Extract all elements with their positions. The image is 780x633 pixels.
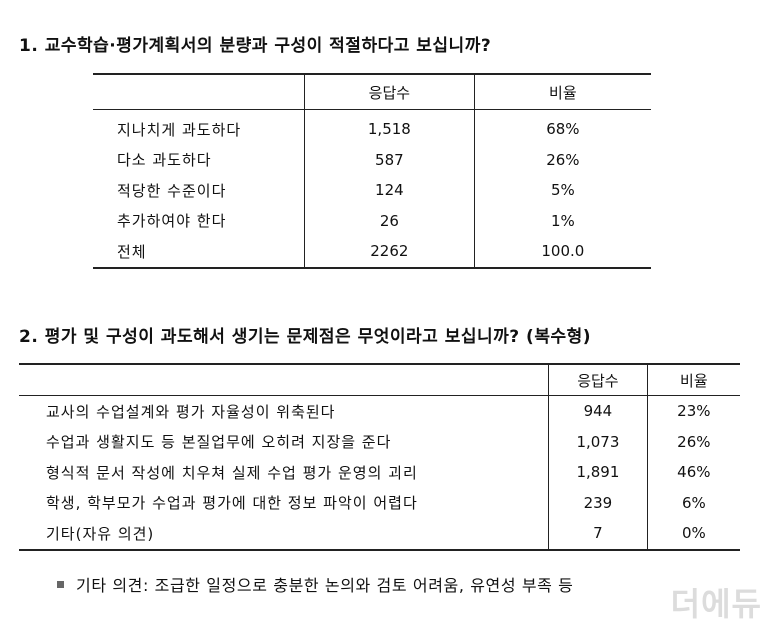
row-count: 944 — [548, 395, 648, 427]
row-ratio: 26% — [646, 426, 740, 457]
table-row: 추가하여야 한다 26 1% — [93, 205, 651, 236]
header-count: 응답수 — [304, 74, 475, 110]
table-row: 적당한 수준이다 124 5% — [93, 175, 651, 206]
row-count: 1,073 — [548, 426, 648, 457]
row-count: 2262 — [304, 236, 475, 268]
table-header-row: 응답수 비율 — [19, 364, 740, 396]
row-ratio: 26% — [473, 144, 651, 175]
watermark-logo: 더에듀 — [670, 585, 762, 623]
question-2-title: 2. 평가 및 구성이 과도해서 생기는 문제점은 무엇이라고 보십니까? (복… — [19, 327, 592, 347]
header-ratio: 비율 — [473, 74, 651, 110]
table-row: 다소 과도하다 587 26% — [93, 144, 651, 175]
table-row: 교사의 수업설계와 평가 자율성이 위축된다 944 23% — [19, 395, 740, 427]
table-row: 학생, 학부모가 수업과 평가에 대한 정보 파악이 어렵다 239 6% — [19, 487, 740, 518]
table-header-row: 응답수 비율 — [93, 74, 651, 110]
row-ratio: 0% — [646, 518, 740, 550]
table-row: 기타(자유 의견) 7 0% — [19, 518, 740, 550]
row-label: 지나치게 과도하다 — [117, 120, 242, 139]
header-empty-cell — [93, 74, 305, 110]
row-label: 적당한 수준이다 — [117, 181, 227, 200]
table-row: 형식적 문서 작성에 치우쳐 실제 수업 평가 운영의 괴리 1,891 46% — [19, 457, 740, 488]
row-count: 1,518 — [304, 109, 475, 145]
row-count: 26 — [304, 205, 475, 236]
row-count: 239 — [548, 487, 648, 518]
row-count: 124 — [304, 175, 475, 206]
row-ratio: 5% — [473, 175, 651, 206]
row-count: 1,891 — [548, 457, 648, 488]
header-count: 응답수 — [548, 364, 648, 396]
header-ratio: 비율 — [646, 364, 740, 396]
question-1-title: 1. 교수학습·평가계획서의 분량과 구성이 적절하다고 보십니까? — [19, 36, 492, 56]
note-text: 기타 의견: 조급한 일정으로 충분한 논의와 검토 어려움, 유연성 부족 등 — [76, 576, 574, 595]
row-ratio: 100.0 — [473, 236, 651, 268]
note-line: 기타 의견: 조급한 일정으로 충분한 논의와 검토 어려움, 유연성 부족 등 — [57, 572, 574, 596]
row-ratio: 1% — [473, 205, 651, 236]
row-count: 7 — [548, 518, 648, 550]
row-label: 추가하여야 한다 — [117, 212, 227, 231]
table-row-total: 전체 2262 100.0 — [93, 236, 651, 268]
row-label: 전체 — [117, 242, 147, 261]
table-row: 지나치게 과도하다 1,518 68% — [93, 109, 651, 145]
row-label: 형식적 문서 작성에 치우쳐 실제 수업 평가 운영의 괴리 — [46, 463, 418, 482]
row-ratio: 23% — [646, 395, 740, 427]
question-1-table: 응답수 비율 지나치게 과도하다 1,518 68% 다소 과도하다 587 2… — [93, 73, 651, 269]
row-ratio: 6% — [646, 487, 740, 518]
row-ratio: 68% — [473, 109, 651, 145]
header-empty-cell — [19, 364, 549, 396]
question-2-table: 응답수 비율 교사의 수업설계와 평가 자율성이 위축된다 944 23% 수업… — [19, 363, 740, 551]
row-count: 587 — [304, 144, 475, 175]
row-label: 학생, 학부모가 수업과 평가에 대한 정보 파악이 어렵다 — [46, 494, 418, 513]
row-ratio: 46% — [646, 457, 740, 488]
table-row: 수업과 생활지도 등 본질업무에 오히려 지장을 준다 1,073 26% — [19, 426, 740, 457]
row-label: 기타(자유 의견) — [46, 524, 155, 543]
row-label: 교사의 수업설계와 평가 자율성이 위축된다 — [46, 402, 336, 421]
row-label: 수업과 생활지도 등 본질업무에 오히려 지장을 준다 — [46, 433, 392, 452]
square-bullet-icon — [57, 581, 64, 588]
row-label: 다소 과도하다 — [117, 151, 212, 170]
